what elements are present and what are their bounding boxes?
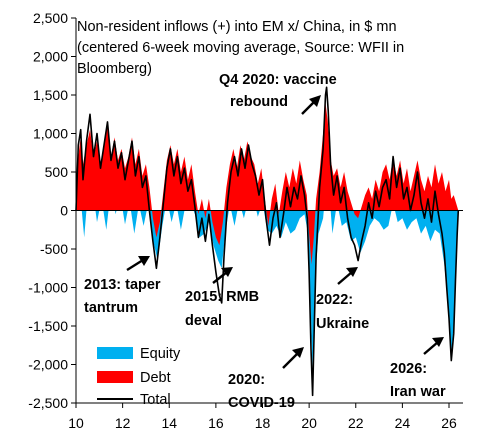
y-tick-label: -500 [40,241,68,257]
annotation-vaccine: Q4 2020: vaccine rebound [219,72,337,115]
annotation-ukraine-arrow [337,271,353,285]
annotation-ukraine-line-1: 2022: [316,292,353,308]
y-tick-label: -2,000 [28,357,68,373]
annotation-ukraine-line-2: Ukraine [316,316,369,332]
annotation-rmb-arrow [212,271,228,284]
annotation-rmb-line-2: deval [185,313,222,329]
annotation-rmb-arrowhead [221,267,233,277]
annotation-taper-arrow [126,258,144,272]
annotation-iran-arrowhead [432,337,444,347]
annotation-covid-line-1: 2020: [228,372,265,388]
annotation-covid-arrow [282,352,299,369]
x-tick-label: 22 [348,415,364,431]
legend: Equity Debt Total [97,346,181,408]
annotation-covid-arrowhead [292,347,304,358]
annotation-taper: 2013: taper tantrum [84,256,161,316]
legend-swatch-debt [97,371,133,383]
annotation-rmb-line-1: 2015: RMB [185,289,259,305]
y-tick-label: 2,500 [33,10,68,26]
title-line-1: Non-resident inflows (+) into EM x/ Chin… [77,19,397,35]
title-line-2: (centered 6-week moving average, Source:… [77,40,404,56]
y-tick-label: 0 [60,203,68,219]
annotation-iran: 2026: Iran war [390,337,446,400]
y-tick-label: 2,000 [33,49,68,65]
legend-label-debt: Debt [140,370,171,386]
series-total-line [75,86,460,397]
legend-swatch-equity [97,347,133,359]
annotation-ukraine-arrowhead [346,267,358,277]
annotation-covid-line-2: COVID-19 [228,395,295,411]
axes: 2,500 2,000 1,500 1,000 500 0 -500 -1,000 -1,500… [28,10,463,431]
annotation-ukraine: 2022: Ukraine [316,267,369,332]
title-line-3: Bloomberg) [77,61,152,77]
plot-area [75,86,460,397]
x-tick-label: 16 [208,415,224,431]
x-tick-label: 20 [301,415,317,431]
annotation-vaccine-arrowhead [309,95,321,107]
chart-title: Non-resident inflows (+) into EM x/ Chin… [77,19,404,77]
annotation-iran-arrow [423,341,439,355]
y-tick-label: 500 [45,164,69,180]
x-tick-label: 12 [115,415,131,431]
annotations: Q4 2020: vaccine rebound 2013: taper tan… [84,72,446,411]
series-equity-area [76,179,459,373]
annotation-vaccine-line-1: Q4 2020: vaccine [219,72,337,88]
annotation-iran-line-1: 2026: [390,361,427,377]
y-tick-label: -1,000 [28,280,68,296]
y-tick-label: 1,000 [33,126,68,142]
annotation-taper-line-2: tantrum [84,300,138,316]
annotation-iran-line-2: Iran war [390,384,446,400]
x-tick-label: 26 [441,415,457,431]
y-tick-label: -2,500 [28,395,68,411]
annotation-taper-arrowhead [138,256,150,266]
y-tick-label: 1,500 [33,87,68,103]
series-debt-area [76,102,459,265]
annotation-covid: 2020: COVID-19 [228,347,304,411]
y-axis: 2,500 2,000 1,500 1,000 500 0 -500 -1,000 -1,500… [28,10,76,411]
legend-label-total: Total [140,392,171,408]
y-tick-label: -1,500 [28,318,68,334]
x-tick-label: 10 [68,415,84,431]
x-tick-label: 24 [395,415,411,431]
x-axis: 10 12 14 16 18 20 22 24 26 [68,403,457,431]
annotation-vaccine-line-2: rebound [230,94,288,110]
x-tick-label: 14 [161,415,177,431]
annotation-taper-line-1: 2013: taper [84,277,161,293]
x-tick-label: 18 [255,415,271,431]
legend-label-equity: Equity [140,346,181,362]
annotation-rmb: 2015: RMB deval [185,267,259,329]
